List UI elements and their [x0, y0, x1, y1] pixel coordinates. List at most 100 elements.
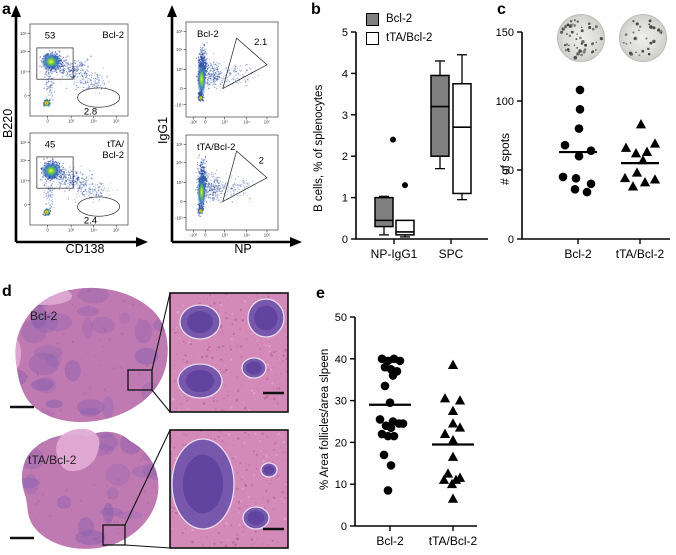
inset-texture-dot — [266, 363, 270, 366]
density-dot — [58, 70, 61, 72]
density-dot — [245, 84, 247, 87]
tick-label: 0 — [341, 521, 347, 533]
density-dot — [95, 184, 97, 186]
density-dot — [89, 192, 92, 194]
inset-texture-dot — [244, 462, 247, 465]
density-dot — [81, 81, 83, 84]
follicle-core — [182, 454, 224, 514]
density-dot — [216, 80, 218, 82]
tissue-dot — [13, 344, 15, 346]
density-dot — [52, 78, 54, 79]
connector-line — [124, 544, 171, 549]
density-dot — [65, 87, 68, 90]
tissue-blotch — [97, 434, 118, 451]
density-dot — [51, 95, 54, 97]
tissue-dot — [89, 372, 91, 374]
density-dot — [70, 63, 72, 65]
tissue-dot — [47, 438, 49, 440]
density-dot — [69, 176, 72, 178]
density-dot — [231, 187, 233, 190]
tissue-blotch — [128, 431, 154, 443]
density-dot — [89, 78, 91, 80]
density-dot — [76, 178, 79, 180]
density-dot — [88, 78, 90, 80]
inset-texture-dot — [226, 443, 228, 445]
elispot-spot — [576, 46, 579, 49]
density-dot — [59, 71, 61, 73]
tissue-dot — [94, 354, 97, 357]
tick-label: 10⁴ — [90, 228, 97, 233]
density-dot — [207, 185, 210, 187]
elispot-spot — [638, 54, 641, 57]
density-dot — [216, 188, 219, 191]
density-dot — [97, 193, 99, 195]
density-dot — [205, 175, 207, 177]
density-dot — [198, 213, 200, 215]
density-dot — [58, 68, 60, 70]
data-point — [439, 428, 451, 438]
density-dot — [218, 76, 221, 79]
tissue-dot — [88, 387, 91, 390]
density-dot — [212, 183, 215, 185]
density-dot — [49, 190, 51, 193]
density-dot — [77, 64, 79, 65]
inset-texture-dot — [238, 507, 241, 510]
density-dot — [249, 197, 251, 200]
density-dot — [77, 67, 79, 69]
tick-label: 0 — [508, 234, 514, 246]
density-dot — [216, 68, 219, 71]
density-dot — [82, 78, 84, 80]
density-dot — [234, 68, 237, 71]
tick-label: 10³ — [222, 120, 229, 125]
inset-texture-dot — [173, 380, 176, 382]
elispot-spot — [595, 49, 597, 51]
elispot-spot — [580, 29, 584, 33]
density-dot — [208, 74, 211, 76]
inset-texture-dot — [259, 439, 261, 441]
inset-texture-dot — [240, 355, 243, 359]
inset-texture-dot — [237, 543, 239, 545]
density-dot — [94, 188, 97, 191]
inset-texture-dot — [255, 468, 258, 470]
category-label: Bcl-2 — [376, 534, 404, 548]
inset-texture-dot — [225, 432, 227, 434]
density-dot — [45, 71, 47, 73]
tick-label: 4 — [342, 68, 348, 80]
density-dot — [95, 82, 97, 84]
density-dot — [80, 81, 82, 84]
density-dot — [48, 77, 50, 79]
density-dot — [209, 75, 211, 77]
density-dot — [210, 185, 212, 187]
density-dot — [46, 197, 49, 200]
density-dot — [207, 185, 209, 187]
density-dot — [49, 196, 51, 198]
inset-texture-dot — [224, 368, 228, 372]
density-dot — [211, 187, 213, 190]
density-dot — [245, 81, 247, 83]
density-dot — [201, 159, 203, 161]
density-dot — [84, 71, 87, 73]
density-dot — [83, 72, 86, 75]
density-dot — [204, 173, 206, 175]
tissue-dot — [120, 366, 123, 370]
inset-texture-dot — [233, 496, 236, 498]
density-dot — [98, 80, 100, 82]
density-dot — [86, 69, 88, 71]
density-dot — [201, 213, 203, 215]
tick-label: 10⁵ — [113, 119, 120, 124]
elispot-spot — [590, 51, 594, 54]
density-dot — [102, 80, 104, 82]
density-dot — [80, 64, 82, 67]
density-dot — [226, 193, 228, 196]
data-point — [639, 177, 651, 187]
density-dot — [79, 72, 81, 75]
density-dot — [232, 70, 235, 72]
density-dot — [223, 77, 226, 80]
tissue-dot — [138, 373, 141, 376]
data-point — [379, 450, 389, 460]
elispot-spot — [580, 26, 583, 29]
inset-texture-dot — [237, 389, 240, 392]
density-dot — [225, 67, 227, 70]
density-dot — [76, 68, 79, 71]
